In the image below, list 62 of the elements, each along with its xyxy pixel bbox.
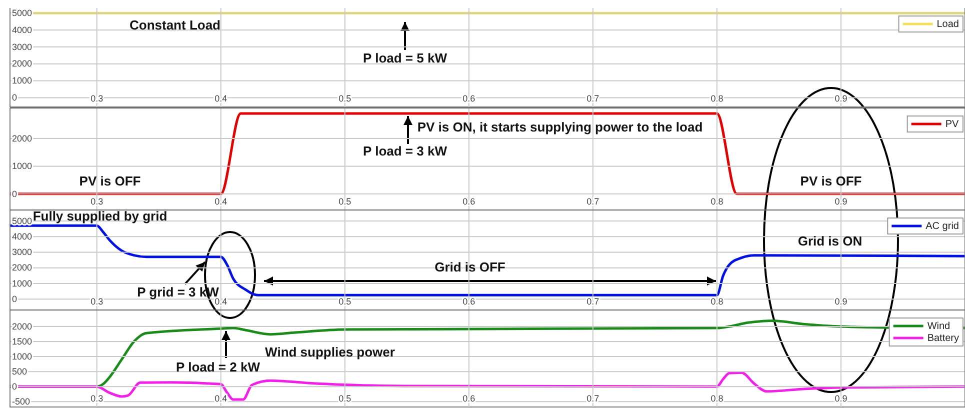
y-tick-label: 2000 — [12, 133, 32, 144]
annotation: PV is OFF — [800, 174, 862, 189]
annotation: P load = 5 kW — [363, 50, 448, 66]
y-tick-label: 500 — [12, 366, 28, 376]
annotation: PV is OFF — [79, 174, 141, 189]
legend-label: PV — [945, 119, 959, 130]
x-tick-label: 0.9 — [834, 296, 848, 306]
y-tick-label: 3000 — [12, 247, 32, 258]
y-tick-label: 2000 — [12, 321, 32, 332]
x-tick-label: 0.9 — [834, 93, 848, 104]
legend-label: Battery — [927, 333, 959, 344]
x-tick-label: 0.4 — [214, 296, 228, 306]
x-tick-label: 0.7 — [586, 296, 600, 306]
legend-label: Wind — [927, 321, 950, 332]
x-tick-label: 0.5 — [338, 393, 352, 404]
x-tick-label: 0.3 — [90, 196, 104, 206]
annotation: PV is ON, it starts supplying power to the load — [417, 120, 703, 135]
x-tick-label: 0.5 — [338, 296, 352, 306]
y-tick-label: 1000 — [12, 76, 32, 86]
y-tick-label: 2000 — [12, 262, 32, 273]
x-tick-label: 0.4 — [214, 393, 228, 404]
x-tick-label: 0.6 — [462, 196, 476, 206]
y-tick-label: 2000 — [12, 58, 32, 69]
x-tick-label: 0.3 — [90, 93, 104, 104]
x-tick-label: 0.6 — [462, 93, 476, 104]
y-tick-label: 1000 — [12, 278, 32, 288]
x-tick-label: 0.6 — [462, 296, 476, 306]
y-tick-label: 5000 — [12, 216, 32, 226]
y-tick-label: 3000 — [12, 42, 32, 52]
x-tick-label: 0.3 — [90, 393, 104, 404]
x-tick-label: 0.9 — [834, 196, 848, 206]
x-tick-label: 0.7 — [586, 93, 600, 104]
x-tick-label: 0.3 — [90, 296, 104, 306]
annotation: Fully supplied by grid — [32, 208, 168, 224]
y-tick-label: -500 — [12, 396, 30, 406]
annotation: Constant Load — [130, 18, 221, 33]
x-tick-label: 0.9 — [834, 393, 848, 404]
x-tick-label: 0.7 — [586, 196, 600, 206]
annotation: P load = 3 kW — [363, 144, 448, 159]
x-tick-label: 0.8 — [710, 393, 724, 404]
legend-label: AC grid — [926, 221, 959, 232]
annotation: Wind supplies power — [265, 344, 395, 360]
x-tick-label: 0.6 — [462, 393, 476, 404]
x-tick-label: 0.4 — [214, 93, 228, 104]
y-tick-label: 1500 — [12, 336, 32, 346]
y-tick-label: 1000 — [12, 161, 32, 172]
y-tick-label: 4000 — [12, 231, 32, 242]
x-tick-label: 0.5 — [338, 93, 352, 104]
x-tick-label: 0.8 — [710, 296, 724, 306]
annotation: Grid is ON — [798, 234, 862, 249]
annotation: P load = 2 kW — [176, 360, 261, 375]
x-tick-label: 0.8 — [710, 93, 724, 104]
x-tick-label: 0.5 — [338, 196, 352, 206]
y-tick-label: 1000 — [12, 351, 32, 362]
x-tick-label: 0.4 — [214, 196, 228, 206]
y-tick-label: 0 — [12, 294, 18, 304]
x-tick-label: 0.8 — [710, 196, 724, 206]
y-tick-label: 0 — [12, 92, 18, 103]
annotation: Grid is OFF — [434, 260, 506, 275]
y-tick-label: 4000 — [12, 24, 32, 35]
x-tick-label: 0.7 — [586, 393, 600, 404]
legend-label: Load — [936, 19, 959, 30]
